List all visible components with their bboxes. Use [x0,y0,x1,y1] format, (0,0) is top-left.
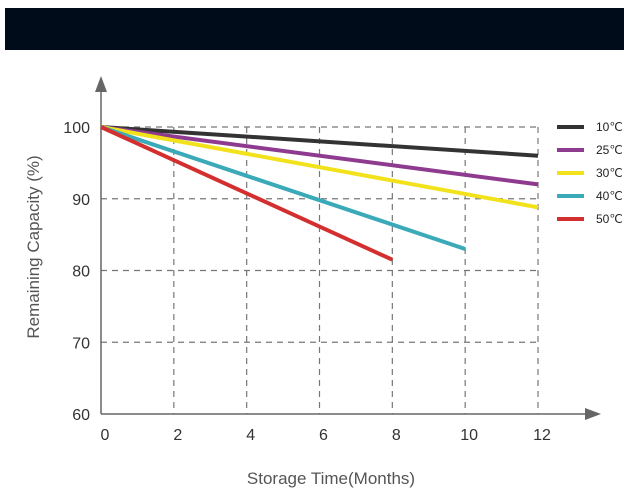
header-band [5,8,624,50]
axes [95,76,601,420]
y-tick-label: 80 [72,264,90,281]
y-axis-title: Remaining Capacity (%) [24,155,43,338]
grid [101,126,539,414]
series-line [100,125,539,187]
legend-label: 10℃ [596,120,623,134]
series-line [100,125,539,210]
y-tick-label: 60 [72,407,90,424]
y-tick-label: 100 [63,120,90,137]
x-tick-label: 2 [173,427,182,444]
legend-label: 25℃ [596,143,623,157]
series-line [100,125,466,251]
tick-labels: 0 2 4 6 8 10 12 60 70 80 90 100 [63,120,551,444]
x-tick-label: 12 [533,427,551,444]
x-axis-title: Storage Time(Months) [247,469,415,488]
y-axis-arrow [95,76,107,92]
legend-label: 50℃ [596,212,623,226]
x-tick-label: 10 [460,427,478,444]
x-tick-label: 4 [246,427,255,444]
legend-label: 40℃ [596,189,623,203]
series-lines [100,125,539,262]
y-tick-label: 70 [72,335,90,352]
legend-label: 30℃ [596,166,623,180]
x-tick-label: 8 [392,427,401,444]
series-line [100,125,394,262]
x-tick-label: 6 [319,427,328,444]
x-axis-arrow [585,408,601,420]
x-tick-label: 0 [101,427,110,444]
series-line [100,125,539,158]
y-tick-label: 90 [72,192,90,209]
legend: 10℃ 25℃ 30℃ 40℃ 50℃ [557,120,623,226]
